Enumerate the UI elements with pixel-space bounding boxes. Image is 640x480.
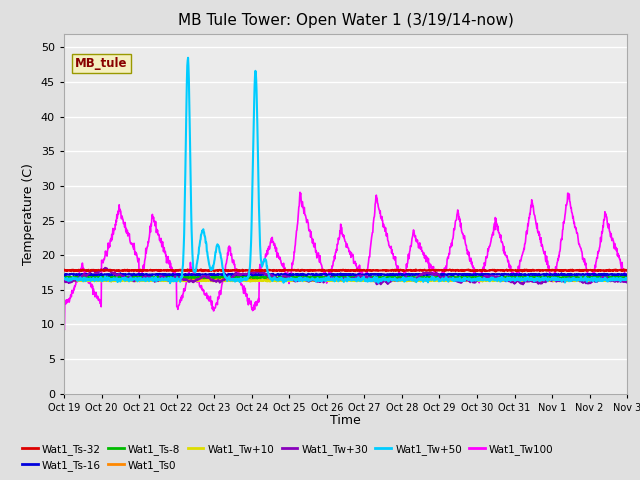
Wat1_Tw100 [623,275,631,281]
Wat1_Tw+30 [519,281,527,287]
Wat1_Tw+50 [508,276,515,282]
Wat1_Ts0 [434,276,442,282]
Line: Wat1_Ts-16: Wat1_Ts-16 [64,273,627,276]
Wat1_Ts-32 [492,269,500,275]
Wat1_Ts0 [508,276,515,282]
Wat1_Ts-8 [172,275,179,280]
Wat1_Ts-8 [623,274,631,280]
Wat1_Tw+30 [60,278,68,284]
Wat1_Ts-32 [623,268,631,274]
Wat1_Ts-16 [542,273,550,278]
Line: Wat1_Tw+30: Wat1_Tw+30 [64,268,627,284]
Wat1_Tw+10 [60,277,68,283]
Wat1_Ts0 [623,276,631,282]
Line: Wat1_Tw+10: Wat1_Tw+10 [64,280,627,282]
Wat1_Ts-8 [433,275,441,280]
Wat1_Ts-16 [623,272,631,277]
Wat1_Ts-8 [60,274,68,279]
Wat1_Tw+50 [172,276,180,282]
Wat1_Ts-16 [507,271,515,277]
Wat1_Tw+10 [97,279,105,285]
Wat1_Tw100 [61,327,68,333]
Wat1_Ts-8 [557,275,565,280]
Wat1_Tw100 [508,268,515,274]
Wat1_Tw+10 [507,277,515,283]
Wat1_Ts-16 [557,272,565,277]
Line: Wat1_Ts-8: Wat1_Ts-8 [64,276,627,278]
Wat1_Tw100 [557,237,565,243]
Wat1_Ts-16 [60,273,68,278]
Wat1_Tw+30 [249,270,257,276]
Wat1_Tw+10 [172,277,180,283]
Wat1_Ts0 [557,276,565,282]
Wat1_Ts-16 [186,272,193,277]
Wat1_Tw+30 [623,280,631,286]
Wat1_Ts-32 [60,267,68,273]
Wat1_Tw100 [296,190,304,195]
Wat1_Tw+10 [186,278,193,284]
Wat1_Ts-32 [507,267,515,273]
Wat1_Ts0 [110,276,118,281]
Title: MB Tule Tower: Open Water 1 (3/19/14-now): MB Tule Tower: Open Water 1 (3/19/14-now… [178,13,513,28]
Wat1_Tw+30 [172,274,180,280]
Wat1_Tw100 [249,308,257,313]
Legend: Wat1_Ts-32, Wat1_Ts-16, Wat1_Ts-8, Wat1_Ts0, Wat1_Tw+10, Wat1_Tw+30, Wat1_Tw+50,: Wat1_Ts-32, Wat1_Ts-16, Wat1_Ts-8, Wat1_… [18,439,558,475]
Wat1_Ts-32 [433,267,441,273]
Wat1_Tw+50 [434,276,442,282]
Wat1_Tw+10 [249,278,257,284]
Line: Wat1_Tw100: Wat1_Tw100 [64,192,627,330]
Wat1_Tw+30 [101,265,109,271]
Wat1_Tw+50 [249,153,257,159]
Wat1_Ts0 [249,277,257,283]
Wat1_Ts-16 [172,272,180,277]
Wat1_Tw100 [60,325,68,331]
Wat1_Ts-32 [557,267,564,273]
Wat1_Tw+50 [623,276,631,282]
Text: MB_tule: MB_tule [76,57,128,70]
Line: Wat1_Ts0: Wat1_Ts0 [64,278,627,280]
Wat1_Tw+10 [508,278,515,284]
Wat1_Tw100 [172,275,180,281]
Wat1_Ts-32 [172,267,179,273]
Wat1_Tw+30 [557,278,565,284]
Line: Wat1_Tw+50: Wat1_Tw+50 [64,58,627,283]
Wat1_Ts-16 [116,270,124,276]
Wat1_Ts-16 [249,273,257,278]
Wat1_Ts0 [186,277,193,283]
Wat1_Tw+50 [557,277,565,283]
Wat1_Ts-8 [485,273,493,279]
Wat1_Tw+50 [186,140,194,145]
Line: Wat1_Ts-32: Wat1_Ts-32 [64,269,627,272]
Wat1_Ts-8 [508,275,515,280]
Wat1_Ts-32 [248,267,256,273]
Wat1_Tw+50 [60,276,68,281]
Wat1_Ts-32 [186,267,193,273]
Y-axis label: Temperature (C): Temperature (C) [22,163,35,264]
Wat1_Ts0 [172,277,180,283]
Wat1_Tw+30 [186,278,193,284]
Wat1_Ts-8 [186,275,193,281]
Wat1_Tw100 [434,272,442,277]
Wat1_Tw100 [186,266,193,272]
Wat1_Ts0 [60,276,68,282]
Wat1_Tw+30 [433,271,441,277]
Wat1_Tw+10 [433,277,441,283]
Wat1_Tw+10 [557,278,565,284]
Wat1_Ts0 [362,277,369,283]
Wat1_Tw+50 [166,280,174,286]
Wat1_Ts-8 [360,276,367,281]
Wat1_Tw+10 [623,277,631,283]
Wat1_Tw+30 [507,279,515,285]
Wat1_Ts-8 [248,275,256,280]
X-axis label: Time: Time [330,414,361,427]
Wat1_Tw+50 [184,55,192,60]
Wat1_Ts-32 [620,266,627,272]
Wat1_Ts-16 [433,272,441,277]
